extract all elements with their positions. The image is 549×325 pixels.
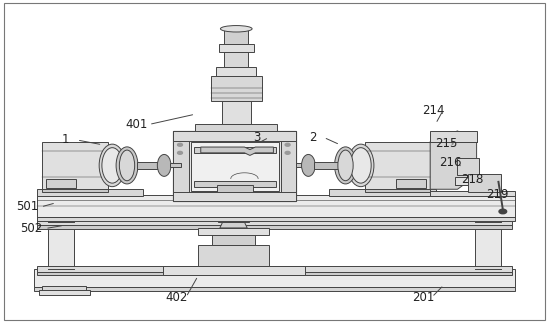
FancyBboxPatch shape — [191, 142, 279, 191]
Text: 3: 3 — [253, 131, 261, 144]
Ellipse shape — [350, 148, 371, 183]
FancyBboxPatch shape — [137, 162, 163, 169]
FancyBboxPatch shape — [457, 158, 479, 176]
FancyBboxPatch shape — [198, 245, 269, 266]
Polygon shape — [37, 225, 512, 228]
Text: 402: 402 — [165, 291, 187, 304]
FancyBboxPatch shape — [219, 218, 249, 222]
FancyBboxPatch shape — [173, 192, 296, 201]
FancyBboxPatch shape — [37, 195, 515, 217]
FancyBboxPatch shape — [468, 175, 501, 192]
Polygon shape — [220, 222, 247, 228]
FancyBboxPatch shape — [37, 189, 143, 196]
Text: 401: 401 — [126, 118, 148, 131]
Text: 201: 201 — [412, 291, 434, 304]
Ellipse shape — [102, 148, 122, 183]
FancyBboxPatch shape — [37, 266, 512, 272]
FancyBboxPatch shape — [430, 131, 477, 142]
FancyBboxPatch shape — [329, 189, 436, 196]
Circle shape — [177, 151, 182, 154]
FancyBboxPatch shape — [194, 147, 276, 153]
FancyBboxPatch shape — [198, 228, 269, 235]
Text: 218: 218 — [461, 173, 484, 186]
FancyBboxPatch shape — [34, 269, 515, 287]
Ellipse shape — [158, 154, 171, 176]
FancyBboxPatch shape — [224, 31, 248, 44]
FancyBboxPatch shape — [217, 185, 253, 191]
FancyBboxPatch shape — [212, 235, 255, 245]
FancyBboxPatch shape — [37, 219, 512, 225]
FancyBboxPatch shape — [296, 163, 309, 167]
FancyBboxPatch shape — [173, 131, 296, 201]
FancyBboxPatch shape — [48, 222, 74, 269]
Polygon shape — [37, 272, 512, 275]
FancyBboxPatch shape — [195, 124, 277, 131]
Text: 2: 2 — [309, 131, 316, 144]
Text: 502: 502 — [20, 222, 43, 235]
Polygon shape — [37, 217, 515, 221]
FancyBboxPatch shape — [475, 222, 501, 269]
FancyBboxPatch shape — [219, 44, 254, 52]
Polygon shape — [201, 147, 273, 155]
Circle shape — [285, 143, 290, 146]
Ellipse shape — [119, 150, 135, 181]
FancyBboxPatch shape — [281, 131, 296, 201]
FancyBboxPatch shape — [173, 131, 189, 201]
Text: 1: 1 — [62, 134, 70, 147]
FancyBboxPatch shape — [455, 177, 485, 185]
Polygon shape — [430, 131, 477, 189]
Text: 214: 214 — [422, 104, 444, 117]
FancyBboxPatch shape — [314, 162, 340, 169]
Polygon shape — [48, 222, 74, 269]
Ellipse shape — [99, 144, 125, 187]
Text: 216: 216 — [439, 156, 462, 169]
Ellipse shape — [301, 154, 315, 176]
Ellipse shape — [221, 26, 252, 32]
FancyBboxPatch shape — [163, 266, 305, 275]
FancyBboxPatch shape — [224, 52, 248, 68]
FancyBboxPatch shape — [221, 101, 251, 124]
FancyBboxPatch shape — [46, 179, 76, 188]
Polygon shape — [42, 189, 108, 192]
Circle shape — [177, 143, 182, 146]
Polygon shape — [34, 287, 515, 292]
Ellipse shape — [116, 147, 138, 184]
Text: 501: 501 — [16, 201, 39, 214]
FancyBboxPatch shape — [396, 179, 426, 188]
FancyBboxPatch shape — [173, 131, 296, 141]
Ellipse shape — [334, 147, 356, 184]
Ellipse shape — [348, 144, 374, 187]
FancyBboxPatch shape — [42, 286, 86, 292]
FancyBboxPatch shape — [42, 142, 108, 189]
Ellipse shape — [338, 150, 353, 181]
Circle shape — [285, 151, 290, 154]
FancyBboxPatch shape — [211, 76, 262, 101]
FancyBboxPatch shape — [38, 290, 91, 294]
FancyBboxPatch shape — [365, 142, 430, 189]
FancyBboxPatch shape — [170, 163, 181, 167]
FancyBboxPatch shape — [216, 68, 256, 76]
Text: 215: 215 — [435, 137, 458, 150]
Polygon shape — [365, 189, 430, 192]
FancyBboxPatch shape — [430, 190, 515, 196]
FancyBboxPatch shape — [194, 181, 276, 187]
Text: 219: 219 — [486, 188, 508, 201]
Circle shape — [499, 209, 507, 214]
